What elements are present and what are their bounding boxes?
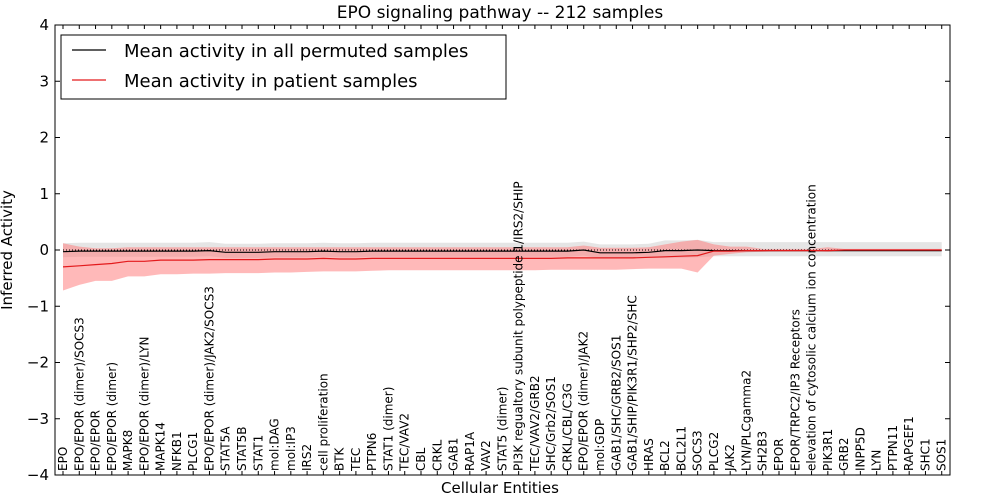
legend: Mean activity in all permuted samples Me…	[60, 34, 507, 100]
x-tick-label: GAB1/SHC/GRB2/SOS1	[609, 335, 623, 471]
x-tick-label: LYN/PLCgamma2	[740, 370, 754, 471]
x-tick-label: TEC	[349, 448, 363, 472]
x-tick-label: EPO/EPOR (dimer)/LYN	[137, 337, 151, 471]
x-tick-label: EPO/EPOR (dimer)	[105, 362, 119, 471]
x-tick-label: TEC/VAV2/GRB2	[528, 375, 542, 472]
legend-label-patient: Mean activity in patient samples	[124, 71, 418, 92]
x-tick-label: PLCG2	[707, 432, 721, 471]
patient-band	[63, 239, 942, 291]
x-tick-label: PTPN11	[886, 425, 900, 471]
x-tick-label: EPO/EPOR (dimer)/JAK2	[577, 331, 591, 471]
y-tick-label: 0	[39, 241, 49, 259]
x-tick-label: CBL	[414, 447, 428, 471]
x-tick-label: SHC1	[919, 438, 933, 471]
x-tick-label: STAT5A	[219, 426, 233, 471]
y-tick-label: 3	[39, 72, 49, 90]
y-tick-label: −4	[27, 466, 49, 484]
x-tick-label: BTK	[333, 446, 347, 471]
x-tick-label: EPOR	[772, 438, 786, 471]
x-tick-label: EPO	[56, 447, 70, 471]
x-tick-label: GAB1/SHIP/PIK3R1/SHP2/SHC	[626, 295, 640, 471]
x-tick-label: STAT1 (dimer)	[382, 387, 396, 471]
x-tick-label: PTPN6	[365, 433, 379, 471]
x-tick-label: HRAS	[642, 438, 656, 471]
x-tick-label: CRKL	[430, 439, 444, 471]
x-tick-label: SOS1	[935, 439, 949, 471]
y-tick-label: −1	[27, 297, 49, 315]
x-tick-label: LYN	[870, 450, 884, 471]
y-tick-label: 2	[39, 129, 49, 147]
x-tick-label: IRS2	[300, 444, 314, 471]
x-tick-label: GRB2	[837, 437, 851, 471]
x-tick-label: EPO/EPOR (dimer)/SOCS3	[72, 317, 86, 471]
x-tick-label: JAK2	[723, 444, 737, 472]
x-tick-label: PIK3R1	[821, 429, 835, 471]
legend-frame	[60, 34, 507, 100]
x-tick-label: mol:IP3	[284, 426, 298, 471]
x-tick-label: PLCG1	[186, 432, 200, 471]
x-tick-label: VAV2	[479, 440, 493, 471]
x-tick-label: mol:DAG	[268, 418, 282, 471]
x-axis-label: Cellular Entities	[441, 479, 559, 497]
x-tick-label: EPO/EPOR (dimer)/JAK2/SOCS3	[203, 286, 217, 471]
x-tick-label: STAT5B	[235, 427, 249, 472]
x-tick-label: PI3K regualtory subunit polypeptide 1/IR…	[512, 181, 526, 471]
x-tick-label: BCL2	[658, 440, 672, 471]
x-tick-label: TEC/VAV2	[398, 413, 412, 472]
x-tick-label: STAT5 (dimer)	[495, 387, 509, 471]
x-tick-label: mol:GDP	[593, 419, 607, 471]
x-tick-label: GAB1	[447, 438, 461, 471]
x-tick-label: EPOR/TRPC2/IP3 Receptors	[788, 309, 802, 471]
chart-title: EPO signaling pathway -- 212 samples	[337, 3, 664, 23]
x-tick-label: SH2B3	[756, 431, 770, 471]
x-tick-label: INPP5D	[853, 427, 867, 471]
y-tick-label: −3	[27, 410, 49, 428]
x-tick-label: SHC/Grb2/SOS1	[544, 376, 558, 471]
x-tick-label: RAP1A	[463, 431, 477, 471]
x-tick-label: BCL2L1	[674, 426, 688, 471]
x-tick-label: MAPK14	[154, 422, 168, 471]
x-tick-label: SOCS3	[691, 430, 705, 471]
y-tick-label: −2	[27, 354, 49, 372]
y-tick-label: 4	[39, 16, 49, 34]
y-axis-label: Inferred Activity	[0, 190, 16, 310]
x-tick-label: RAPGEF1	[902, 416, 916, 471]
patient-mean-line	[62, 249, 942, 268]
x-tick-label: MAPK8	[121, 430, 135, 471]
legend-label-permuted: Mean activity in all permuted samples	[124, 41, 468, 62]
x-tick-label: cell proliferation	[316, 373, 330, 471]
x-tick-label: STAT1	[251, 435, 265, 471]
x-tick-label: EPO/EPOR	[89, 410, 103, 471]
x-tick-label: CRKL/CBL/C3G	[561, 383, 575, 471]
x-tick-label: NFKB1	[170, 431, 184, 471]
x-tick-label: elevation of cytosolic calcium ion conce…	[805, 184, 819, 471]
y-tick-label: 1	[39, 185, 49, 203]
